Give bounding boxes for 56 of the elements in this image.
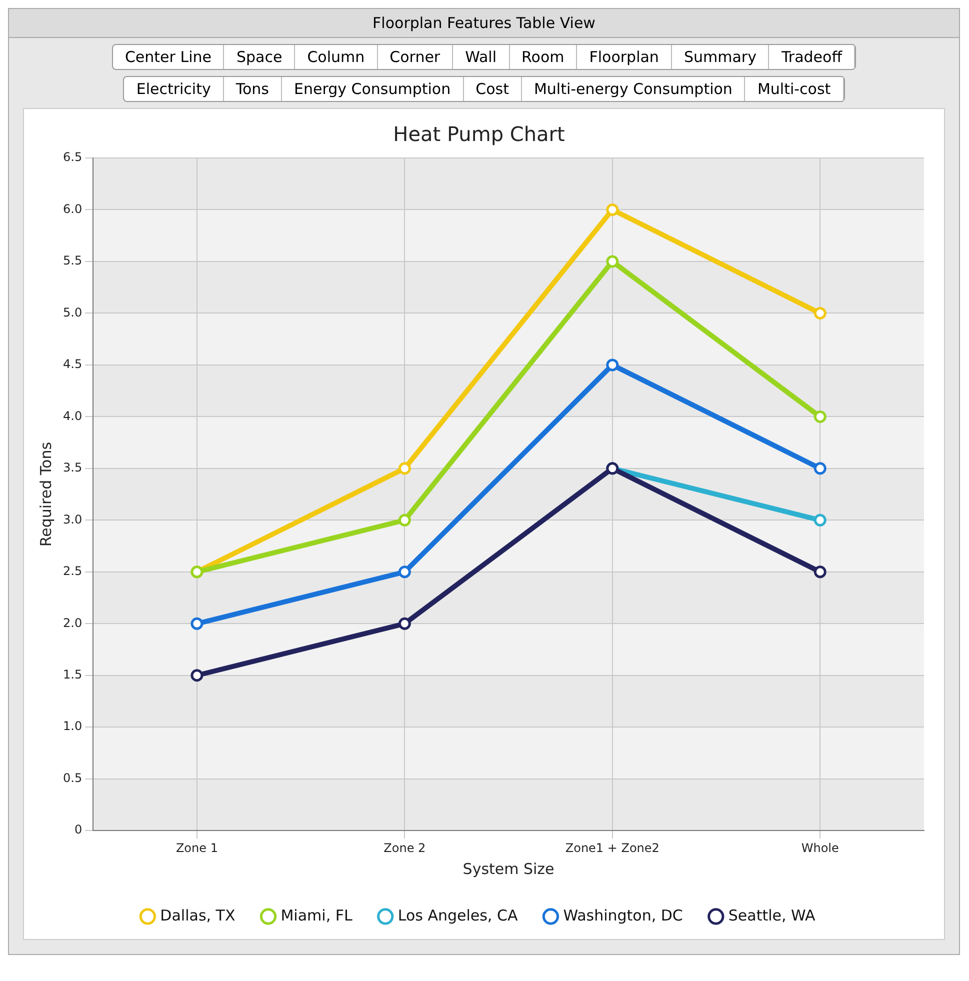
y-tick-label: 1.5 xyxy=(62,668,82,682)
legend-label: Miami, FL xyxy=(280,906,353,924)
y-tick-label: 3.0 xyxy=(62,512,82,526)
y-tick-label: 4.5 xyxy=(62,357,82,372)
point xyxy=(814,410,826,423)
text: Floorplan Features Table View xyxy=(9,9,959,38)
legend-label: Dallas, TX xyxy=(160,906,236,924)
x-axis-title: System Size xyxy=(462,860,554,878)
point xyxy=(398,462,411,475)
y-tick-label: 2.5 xyxy=(62,564,82,578)
legend-label: Washington, DC xyxy=(563,906,683,924)
x-tick-label: Whole xyxy=(801,840,839,855)
y-axis-title: Required Tons xyxy=(36,442,55,547)
point xyxy=(398,514,411,526)
text: Center Line xyxy=(112,45,224,69)
point xyxy=(190,669,204,682)
text: Wall xyxy=(453,45,510,69)
text: Multi-cost xyxy=(745,77,844,101)
point xyxy=(190,617,204,630)
point xyxy=(606,255,619,268)
y-tick-label: 4.0 xyxy=(62,408,82,423)
text: Multi-energy Consumption xyxy=(522,77,746,101)
point xyxy=(398,617,411,630)
point xyxy=(814,462,826,475)
y-tick-label: 0 xyxy=(74,822,82,837)
point xyxy=(398,566,411,578)
text: Summary xyxy=(672,45,770,69)
text: Room xyxy=(510,45,578,69)
y-tick-label: 6.0 xyxy=(62,202,82,216)
chart-title: Heat Pump Chart xyxy=(393,122,565,146)
y-tick-label: 2.0 xyxy=(62,616,82,630)
text: Corner xyxy=(378,45,454,69)
text: Tradeoff xyxy=(769,45,856,69)
x-tick-label: Zone 1 xyxy=(176,840,218,855)
x-tick-label: Zone1 + Zone2 xyxy=(565,840,660,855)
text: Energy Consumption xyxy=(282,77,464,101)
y-tick-label: 5.5 xyxy=(62,254,82,268)
y-tick-label: 6.5 xyxy=(62,150,82,164)
legend-label: Seattle, WA xyxy=(728,906,816,924)
point xyxy=(606,203,619,216)
point xyxy=(814,306,826,320)
legend-label: Los Angeles, CA xyxy=(398,906,518,924)
point xyxy=(606,358,619,372)
point xyxy=(814,566,826,578)
text: Space xyxy=(224,45,296,69)
text: Tons xyxy=(224,77,282,101)
x-tick-label: Zone 2 xyxy=(384,840,426,855)
y-tick-label: 1.0 xyxy=(62,719,82,734)
text: Column xyxy=(295,45,378,69)
y-tick-label: 3.5 xyxy=(62,460,82,475)
text: Cost xyxy=(464,77,522,101)
text: Floorplan xyxy=(577,45,672,69)
y-tick-label: 5.0 xyxy=(62,305,82,320)
y-tick-label: 0.5 xyxy=(62,770,82,785)
point xyxy=(814,514,826,526)
text: Electricity xyxy=(124,77,224,101)
